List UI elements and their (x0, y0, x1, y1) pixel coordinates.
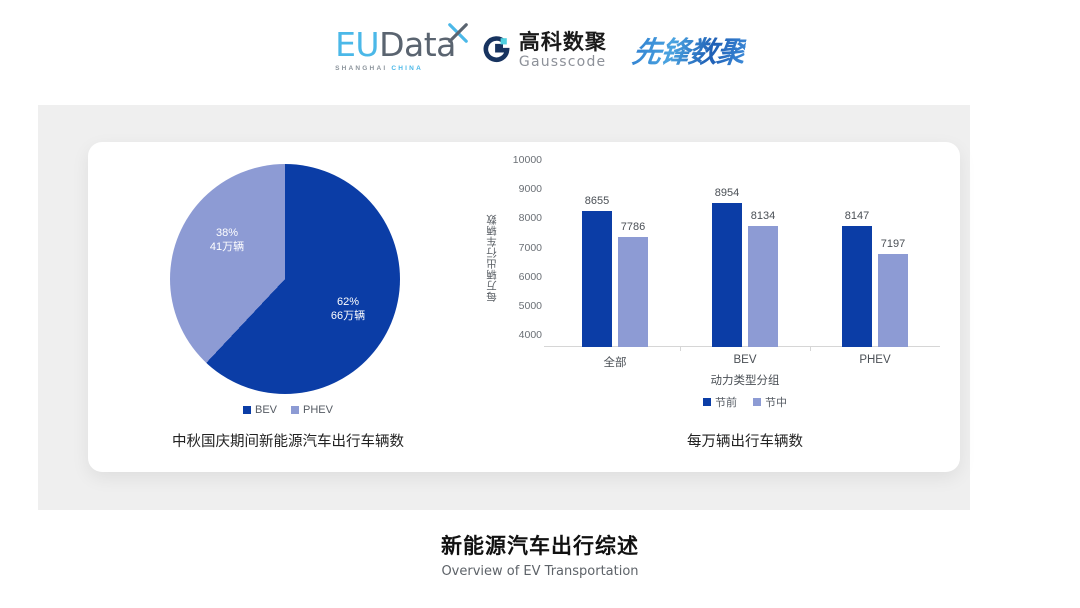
evdata-subtitle-country: CHINA (391, 65, 423, 72)
gausscode-name-en: Gausscode (518, 53, 607, 70)
bar-x-tick: 全部 (603, 357, 627, 369)
pie-chart-block: 62% 66万辆 38% 41万辆 BEV PHEV 中秋国庆期间新能源汽车出行… (88, 142, 488, 472)
bar-y-tick: 10000 (512, 154, 542, 166)
footer-title-en: Overview of EV Transportation (441, 564, 639, 579)
bar-during[interactable]: 8134 (748, 210, 778, 347)
bar-pre[interactable]: 8655 (582, 195, 612, 347)
bar-y-tick: 4000 (518, 329, 542, 341)
pie-label-phev-pct: 38% (215, 227, 239, 239)
bar-legend-swatch-pre (703, 398, 711, 406)
bar-value-label: 8655 (584, 195, 610, 208)
evdata-logo: EUData SHANGHAI CHINA (335, 23, 468, 72)
evdata-wordmark: EUData (335, 23, 468, 64)
gausscode-name-cn: 高科数聚 (518, 30, 607, 54)
x-mark-icon (448, 23, 468, 43)
bar-x-tick: BEV (733, 354, 757, 366)
bar-y-axis-label: 每万辆出行车辆数 (486, 214, 498, 302)
bar-pre[interactable]: 8954 (712, 187, 742, 347)
gausscode-mark-icon (483, 36, 510, 62)
bar-value-label: 8147 (844, 210, 870, 223)
gausscode-text: 高科数聚 Gausscode (519, 32, 607, 69)
evdata-wordmark-eu: EU (335, 25, 380, 64)
bar-y-tick: 7000 (518, 241, 542, 254)
bar-x-tick: PHEV (859, 354, 891, 366)
pie-label-bev: 62% 66万辆 (313, 295, 383, 323)
bar-value-label: 7786 (620, 220, 646, 233)
gausscode-logo: 高科数聚 Gausscode (482, 32, 607, 69)
pie-label-phev-amount: 41万辆 (209, 241, 245, 253)
bar-y-tick: 5000 (518, 299, 542, 312)
bar-x-axis-label: 动力类型分组 (710, 375, 780, 387)
bar-x-axis-line (544, 346, 940, 347)
bar-legend-item-during: 节中 (753, 394, 787, 410)
bar-legend-label-pre: 节前 (715, 397, 737, 409)
bar-legend: 节前 节中 (550, 394, 940, 410)
pie-legend: BEV PHEV (88, 404, 488, 416)
bar-y-tick: 6000 (518, 270, 542, 283)
pie-legend-label-phev: PHEV (303, 404, 333, 416)
pie-legend-label-bev: BEV (255, 404, 278, 416)
pie-legend-swatch-phev (291, 406, 300, 414)
xianfeng-logo: 先锋数聚 (630, 29, 748, 71)
bar-during[interactable]: 7786 (618, 221, 648, 347)
pie-label-bev-amount: 66万辆 (330, 310, 366, 322)
bar-pre[interactable]: 8147 (842, 210, 872, 347)
evdata-subtitle: SHANGHAI CHINA (335, 65, 423, 72)
logo-bar: EUData SHANGHAI CHINA 高科数聚 Gausscode 先锋数… (0, 22, 1080, 78)
bar-group-separator (810, 346, 811, 351)
pie-chart-title: 中秋国庆期间新能源汽车出行车辆数 (172, 434, 404, 450)
pie-chart: 62% 66万辆 38% 41万辆 (170, 164, 400, 394)
bar-during[interactable]: 7197 (878, 238, 908, 347)
pie-slices (170, 164, 400, 394)
pie-label-bev-pct: 62% (336, 296, 360, 308)
bar-y-tick: 9000 (518, 183, 542, 196)
bar-legend-label-during: 节中 (765, 397, 787, 409)
bar-y-tick: 8000 (518, 212, 542, 225)
evdata-wordmark-data: Data (379, 25, 456, 64)
bar-chart-title: 每万辆出行车辆数 (687, 434, 803, 450)
bar-value-label: 8134 (750, 210, 776, 223)
bar-value-label: 8954 (714, 186, 740, 199)
pie-legend-swatch-bev (243, 406, 251, 414)
charts-card: 62% 66万辆 38% 41万辆 BEV PHEV 中秋国庆期间新能源汽车出行… (88, 142, 960, 472)
bar-chart-block: 每万辆出行车辆数 4000 5000 6000 7000 8000 9000 10000 86… (486, 142, 960, 472)
evdata-subtitle-city: SHANGHAI (335, 65, 388, 72)
bar-group-separator (680, 346, 681, 351)
bar-legend-swatch-during (753, 398, 761, 406)
page-footer: 新能源汽车出行综述 Overview of EV Transportation (0, 530, 1080, 579)
bar-legend-item-pre: 节前 (703, 394, 737, 410)
pie-label-phev: 38% 41万辆 (192, 226, 262, 254)
pie-legend-item-phev: PHEV (291, 404, 333, 416)
bar-value-label: 7197 (880, 237, 906, 250)
footer-title-cn: 新能源汽车出行综述 (441, 535, 639, 558)
pie-legend-item-bev: BEV (243, 404, 277, 416)
bar-chart-plot: 4000 5000 6000 7000 8000 9000 10000 8655 7786 全部 8… (513, 154, 940, 369)
